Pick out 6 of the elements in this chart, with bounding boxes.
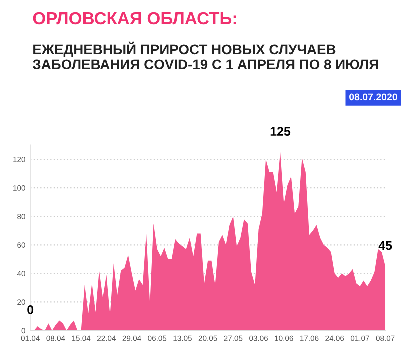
- annotation: 125: [270, 127, 291, 136]
- chart-subtitle: ЕЖЕДНЕВНЫЙ ПРИРОСТ НОВЫХ СЛУЧАЕВ ЗАБОЛЕВАНИЯ COVID-19 С 1 АПРЕЛЯ ПО 8 ИЮЛЯ: [32, 42, 378, 70]
- text: 08.07.2020: [350, 94, 398, 101]
- annotation: 45: [378, 241, 392, 250]
- annotation: 0: [28, 306, 34, 314]
- chart-title: ОРЛОВСКАЯ ОБЛАСТЬ:: [33, 12, 236, 25]
